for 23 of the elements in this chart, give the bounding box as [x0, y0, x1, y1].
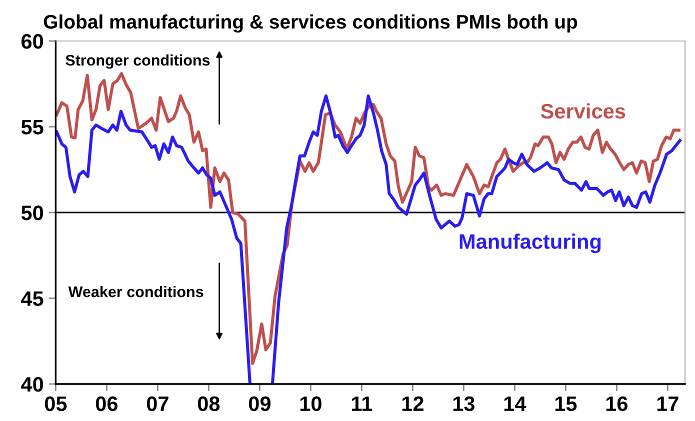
- y-tick-label: 50: [21, 206, 44, 220]
- x-tick-label: 08: [198, 396, 220, 412]
- x-tick-label: 14: [504, 396, 526, 411]
- x-tick-label: 16: [606, 396, 628, 412]
- y-tick-label: 40: [21, 377, 44, 392]
- x-tick-label: 11: [352, 396, 372, 411]
- series-label: Manufacturing: [460, 234, 601, 254]
- y-tick-label: 45: [21, 291, 44, 306]
- x-tick-label: 06: [96, 396, 118, 412]
- annotation: Stronger conditions: [66, 54, 210, 69]
- x-tick-label: 10: [300, 396, 322, 412]
- x-tick-label: 09: [248, 396, 270, 412]
- x-tick-label: 12: [402, 396, 424, 411]
- x-tick-label: 13: [453, 396, 475, 412]
- y-tick-label: 55: [21, 120, 44, 135]
- x-tick-label: 15: [555, 396, 577, 412]
- annotation: Weaker conditions: [68, 286, 204, 298]
- x-tick-label: 17: [657, 396, 678, 411]
- y-tick-label: 60: [21, 34, 44, 49]
- x-tick-label: 05: [44, 396, 67, 412]
- series-label: Services: [540, 103, 626, 119]
- x-tick-label: 07: [146, 396, 168, 412]
- chart-title: Global manufacturing & services conditions PMIs both up: [44, 14, 578, 33]
